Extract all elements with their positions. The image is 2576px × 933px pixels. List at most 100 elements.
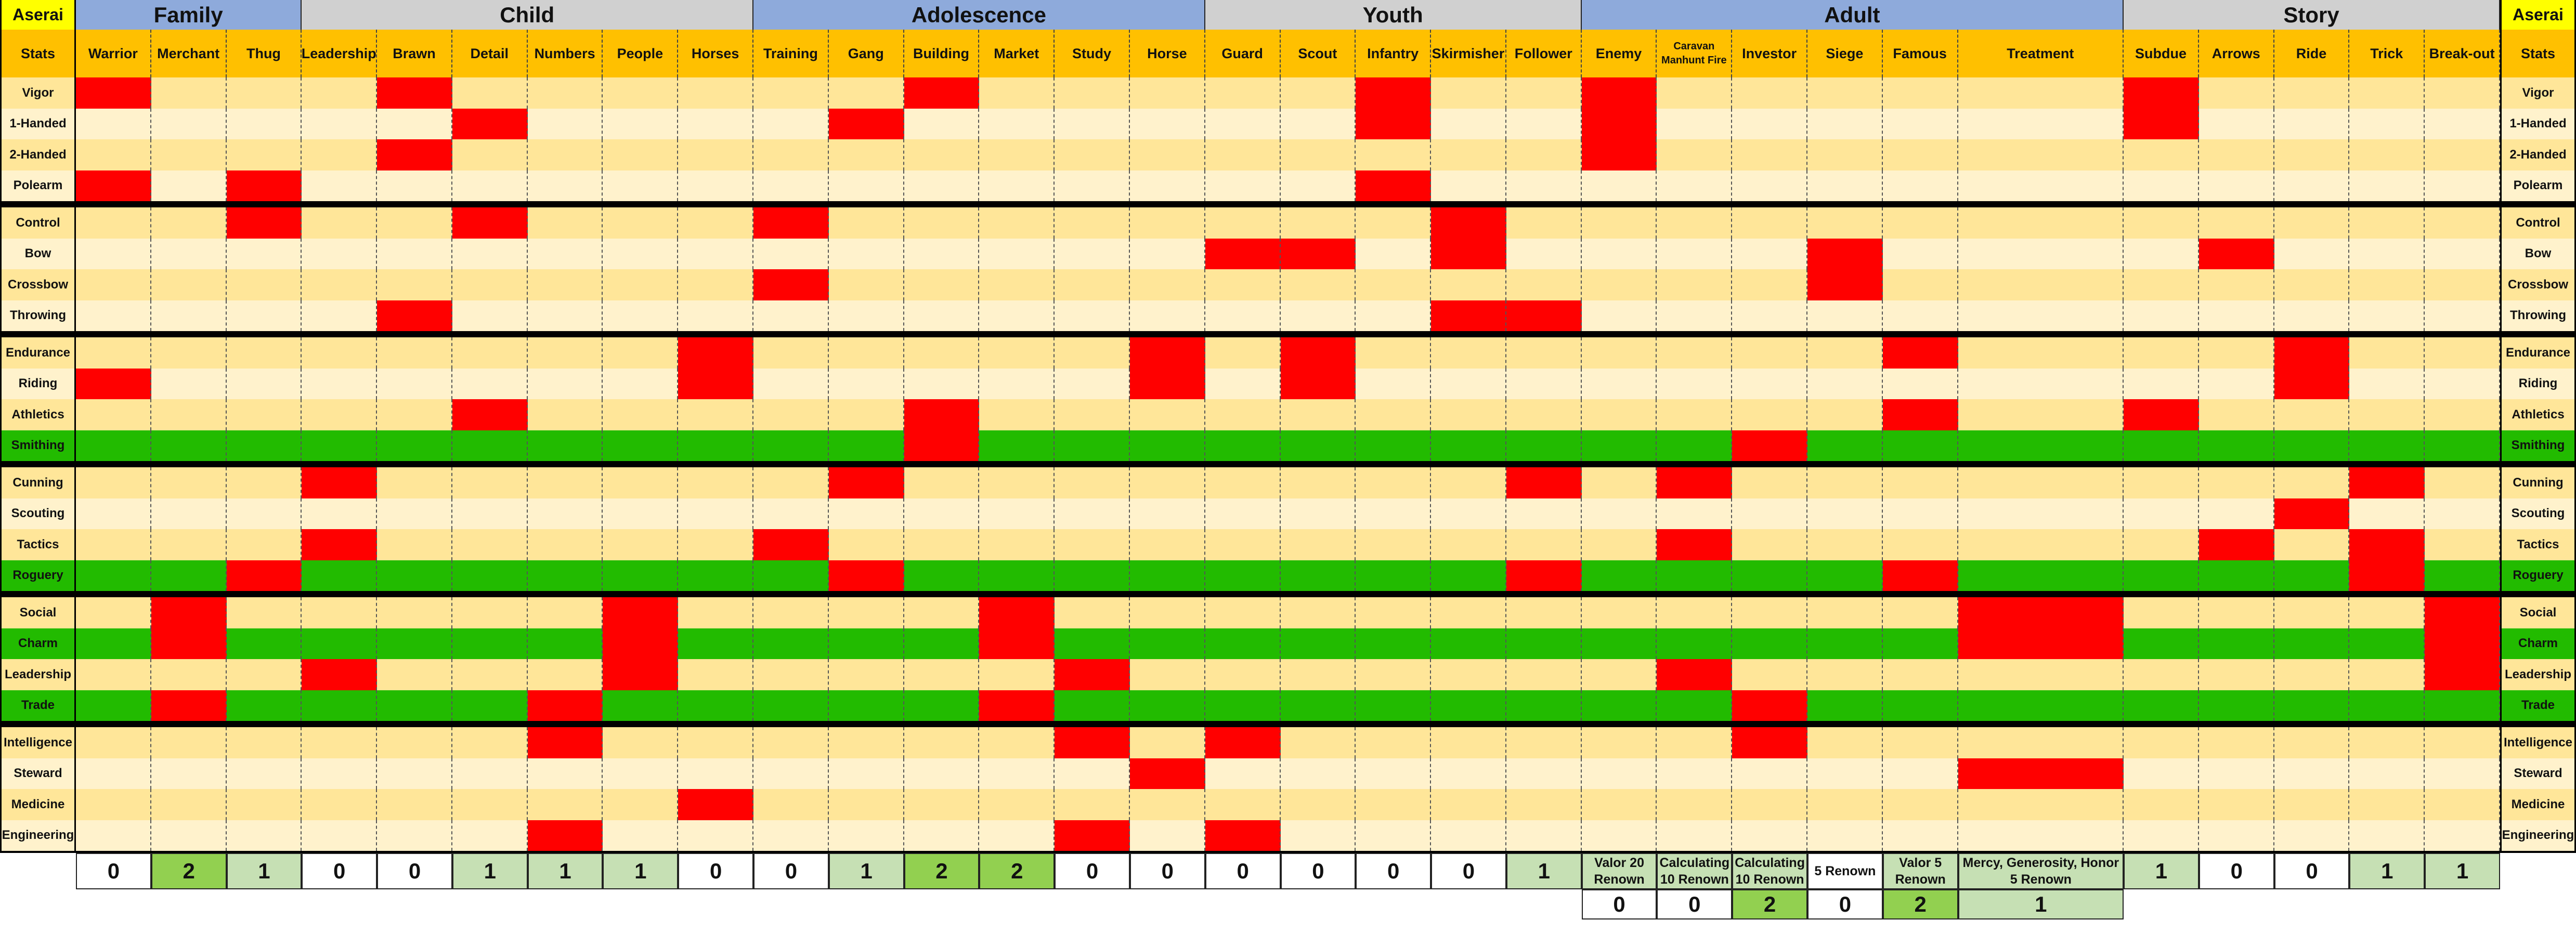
grid-cell xyxy=(1958,659,2124,690)
grid-cell xyxy=(603,467,679,498)
grid-cell xyxy=(828,789,904,820)
grid-cell xyxy=(302,789,378,820)
stat-label-right-control: Control xyxy=(2500,207,2576,239)
grid-cell xyxy=(1657,789,1733,820)
column-header-scout: Scout xyxy=(1280,30,1356,77)
grid-cell xyxy=(1356,269,1432,300)
column-header-people: People xyxy=(603,30,679,77)
footer-value: 0 xyxy=(1055,853,1130,889)
grid-cell xyxy=(1280,560,1356,591)
grid-cell xyxy=(1506,727,1582,758)
footer-value: 1 xyxy=(452,853,528,889)
grid-cell xyxy=(1882,758,1958,789)
grid-cell xyxy=(1205,467,1281,498)
skill-mark-cell xyxy=(1581,139,1657,170)
grid-cell xyxy=(2349,659,2425,690)
grid-cell xyxy=(302,628,378,659)
grid-cell xyxy=(828,690,904,721)
grid-cell xyxy=(1581,758,1657,789)
grid-cell xyxy=(151,758,227,789)
grid-cell xyxy=(1882,170,1958,201)
grid-cell xyxy=(904,139,980,170)
grid-cell xyxy=(527,108,603,139)
grid-cell xyxy=(1205,628,1281,659)
grid-cell xyxy=(904,269,980,300)
grid-cell xyxy=(2425,337,2500,369)
skill-mark-cell xyxy=(678,337,754,369)
skill-mark-cell xyxy=(1055,820,1130,851)
grid-cell xyxy=(527,399,603,430)
grid-cell xyxy=(2198,139,2274,170)
grid-cell xyxy=(1581,529,1657,560)
grid-cell xyxy=(1431,269,1506,300)
grid-cell xyxy=(1657,560,1733,591)
grid-cell xyxy=(1129,498,1205,529)
skill-mark-cell xyxy=(1732,430,1807,461)
grid-cell xyxy=(979,399,1055,430)
grid-cell xyxy=(753,498,829,529)
grid-cell xyxy=(1807,560,1883,591)
grid-cell xyxy=(979,77,1055,109)
grid-cell xyxy=(1581,659,1657,690)
grid-cell xyxy=(226,659,302,690)
column-header-caravan-manhunt-fire: Caravan Manhunt Fire xyxy=(1657,30,1733,77)
skill-mark-cell xyxy=(753,207,829,239)
grid-cell xyxy=(753,108,829,139)
grid-cell xyxy=(1958,560,2124,591)
grid-cell xyxy=(1581,498,1657,529)
grid-cell xyxy=(1129,690,1205,721)
grid-cell xyxy=(904,300,980,331)
grid-cell xyxy=(527,659,603,690)
grid-cell xyxy=(2124,498,2199,529)
grid-cell xyxy=(1205,337,1281,369)
skill-mark-cell xyxy=(603,597,679,628)
grid-cell xyxy=(2274,170,2350,201)
stat-label-left-cunning: Cunning xyxy=(0,467,76,498)
grid-cell xyxy=(603,77,679,109)
grid-cell xyxy=(1732,170,1807,201)
grid-cell xyxy=(527,498,603,529)
stat-label-right-crossbow: Crossbow xyxy=(2500,269,2576,300)
skill-mark-cell xyxy=(2274,498,2350,529)
grid-cell xyxy=(2124,628,2199,659)
grid-cell xyxy=(1732,108,1807,139)
grid-cell xyxy=(1657,269,1733,300)
grid-cell xyxy=(76,430,151,461)
grid-cell xyxy=(979,207,1055,239)
grid-cell xyxy=(2349,690,2425,721)
grid-cell xyxy=(1958,368,2124,399)
grid-cell xyxy=(2349,727,2425,758)
grid-cell xyxy=(1882,300,1958,331)
grid-cell xyxy=(1431,529,1506,560)
grid-cell xyxy=(1581,170,1657,201)
grid-cell xyxy=(2198,368,2274,399)
column-header-enemy: Enemy xyxy=(1581,30,1657,77)
grid-cell xyxy=(1129,628,1205,659)
grid-cell xyxy=(302,820,378,851)
grid-cell xyxy=(1506,77,1582,109)
grid-cell xyxy=(527,560,603,591)
grid-cell xyxy=(2198,108,2274,139)
grid-cell xyxy=(979,300,1055,331)
grid-cell xyxy=(678,77,754,109)
grid-cell xyxy=(76,498,151,529)
stat-label-left-throwing: Throwing xyxy=(0,300,76,331)
grid-cell xyxy=(904,597,980,628)
grid-cell xyxy=(1581,820,1657,851)
grid-cell xyxy=(1807,170,1883,201)
skill-mark-cell xyxy=(452,207,528,239)
stat-label-right-scouting: Scouting xyxy=(2500,498,2576,529)
grid-cell xyxy=(1129,108,1205,139)
grid-cell xyxy=(1205,690,1281,721)
skill-mark-cell xyxy=(1657,467,1733,498)
grid-cell xyxy=(678,820,754,851)
grid-cell xyxy=(226,399,302,430)
skill-mark-cell xyxy=(979,690,1055,721)
grid-cell xyxy=(904,467,980,498)
grid-cell xyxy=(678,659,754,690)
skill-mark-cell xyxy=(1958,597,2124,628)
skill-mark-cell xyxy=(1205,238,1281,269)
grid-cell xyxy=(2425,207,2500,239)
stat-label-left-roguery: Roguery xyxy=(0,560,76,591)
grid-cell xyxy=(76,108,151,139)
